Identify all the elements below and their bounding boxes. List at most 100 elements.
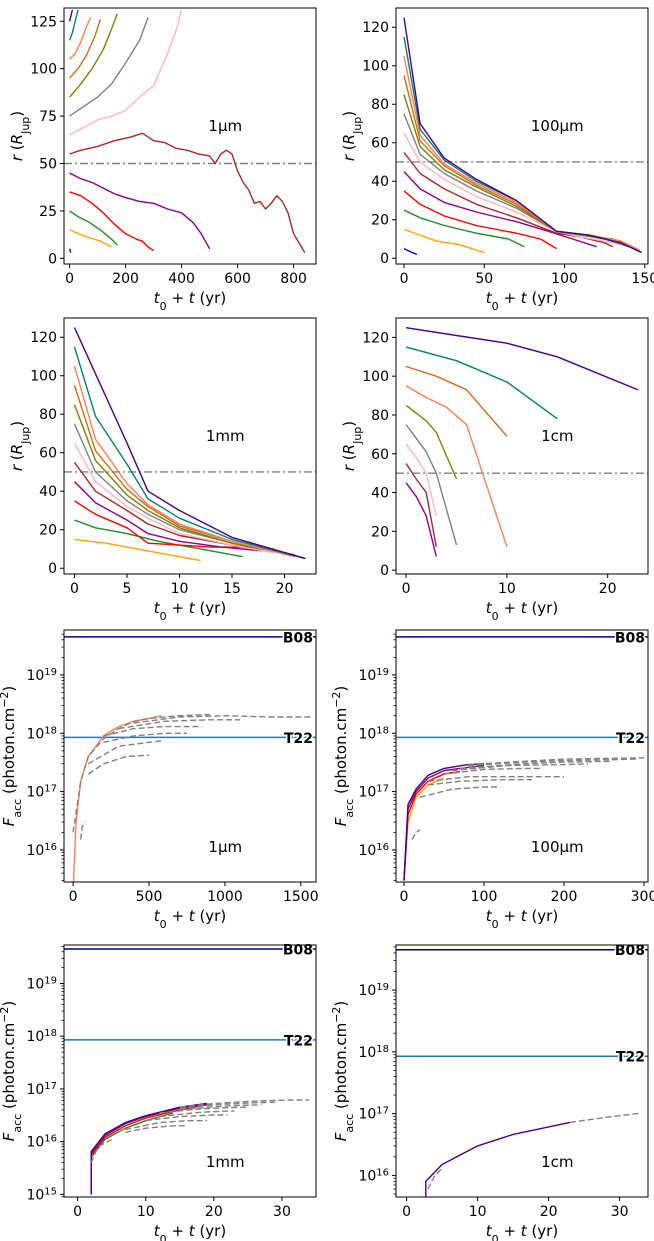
series-line-9 <box>69 19 102 79</box>
y-tick-label: 75 <box>39 109 57 125</box>
axes-frame <box>63 629 317 883</box>
series-line-0 <box>403 777 445 881</box>
grain-size-annotation: 1cm <box>541 427 573 445</box>
grain-size-annotation: 1cm <box>541 1153 573 1171</box>
series-line-10 <box>73 346 306 560</box>
panel-r-1cm: 0 10 20 0 20 40 60 80 100 120 t0 + t (yr) r (RJup) 1… <box>340 317 649 623</box>
x-tick-label: 0 <box>400 889 409 905</box>
axes-frame <box>395 317 649 575</box>
series-line-5 <box>73 442 275 554</box>
y-tick-label: 60 <box>371 447 389 463</box>
x-tick-label: 50 <box>475 271 493 287</box>
series-line-7 <box>403 113 629 248</box>
y-tick-label: 100 <box>362 59 389 75</box>
x-tick-label: 200 <box>112 271 139 287</box>
plot-area <box>396 948 648 1197</box>
series-line-3 <box>403 763 485 881</box>
series-line-9 <box>427 776 564 782</box>
y-tick-label: 120 <box>362 330 389 346</box>
y-axis-label: Facc (photon.cm−2) <box>0 1001 24 1142</box>
series-line-10 <box>427 779 532 786</box>
x-axis-label: t0 + t (yr) <box>154 907 226 931</box>
y-tick-label: 1017 <box>358 1105 389 1123</box>
x-tick-label: 400 <box>168 271 195 287</box>
y-tick-label: 0 <box>380 251 389 267</box>
series-line-0 <box>90 1112 174 1195</box>
plot-area <box>396 636 648 881</box>
x-tick-label: 10 <box>171 581 189 597</box>
ref-label-b08: B08 <box>283 630 313 646</box>
y-tick-label: 40 <box>39 484 57 500</box>
series-line-4 <box>403 171 597 248</box>
series-line-0 <box>405 327 639 391</box>
series-line-1 <box>403 770 461 881</box>
y-tick-label: 1017 <box>26 1080 57 1098</box>
series-line-0 <box>68 248 72 253</box>
panel-f-100um: B08 T22 0 100 200 300 1016 1017 1018 1019 t0 + t (… <box>330 629 654 931</box>
x-tick-label: 0 <box>73 1204 82 1220</box>
series-line-7 <box>73 404 296 556</box>
series-line-5 <box>69 132 306 253</box>
series-line-6 <box>69 9 183 136</box>
series-line-12 <box>411 829 421 840</box>
y-axis-label: r (RJup) <box>340 421 364 471</box>
series-line-7 <box>69 17 149 117</box>
y-tick-label: 20 <box>39 523 57 539</box>
series-line-0 <box>74 538 201 562</box>
series-line-10 <box>403 55 641 252</box>
series-line-4 <box>103 725 203 737</box>
y-tick-label: 1019 <box>358 982 389 1000</box>
x-tick-label: 10 <box>469 1204 487 1220</box>
y-tick-label: 1018 <box>26 1028 57 1046</box>
y-tick-label: 25 <box>39 204 57 220</box>
ref-label-t22: T22 <box>284 1033 313 1049</box>
y-tick-label: 60 <box>39 446 57 462</box>
grain-size-annotation: 1mm <box>206 427 245 445</box>
series-line-1 <box>69 229 112 248</box>
x-tick-label: 300 <box>631 889 654 905</box>
x-axis-label: t0 + t (yr) <box>154 599 226 623</box>
x-tick-label: 1500 <box>283 889 319 905</box>
series-line-5 <box>179 1101 276 1109</box>
series-line-3 <box>69 191 154 252</box>
y-tick-label: 1016 <box>358 841 389 859</box>
panel-r-1mm: 0 5 10 15 20 0 20 40 60 80 100 120 t0 + t (yr) r (RJu… <box>8 317 317 623</box>
y-tick-label: 40 <box>371 174 389 190</box>
y-tick-label: 1016 <box>26 841 57 859</box>
y-tick-label: 120 <box>30 330 57 346</box>
series-line-4 <box>179 1099 310 1108</box>
x-tick-label: 10 <box>137 1204 155 1220</box>
plot-area <box>64 9 316 253</box>
axes-frame <box>395 7 649 265</box>
series-line-8 <box>69 13 118 98</box>
panel-r-100um: 0 50 100 150 0 20 40 60 80 100 120 t0 + t (yr) r (RJ… <box>340 7 654 313</box>
x-tick-label: 0 <box>70 581 79 597</box>
series-line-1 <box>72 713 210 833</box>
series-line-4 <box>405 404 458 480</box>
series-line-12 <box>68 9 74 22</box>
axes-frame <box>395 944 649 1198</box>
y-tick-label: 1019 <box>26 666 57 684</box>
grain-size-annotation: 100μm <box>531 838 584 856</box>
x-tick-label: 20 <box>599 581 617 597</box>
series-line-2 <box>403 209 525 248</box>
axes-frame <box>63 7 317 265</box>
series-line-6 <box>179 1104 262 1111</box>
series-line-5 <box>103 732 187 743</box>
series-line-6 <box>405 443 437 516</box>
ref-label-b08: B08 <box>615 943 645 959</box>
series-line-11 <box>419 786 500 798</box>
series-line-5 <box>405 424 458 546</box>
y-tick-label: 1017 <box>358 783 389 801</box>
plot-area <box>64 636 316 882</box>
series-line-7 <box>451 763 589 772</box>
series-line-12 <box>403 17 642 254</box>
ref-label-t22: T22 <box>284 731 313 747</box>
y-tick-label: 1016 <box>26 1133 57 1151</box>
series-line-8 <box>403 94 638 250</box>
x-axis-label: t0 + t (yr) <box>486 907 558 931</box>
plot-area <box>64 327 316 562</box>
series-line-2 <box>74 500 275 550</box>
series-line-10 <box>125 1120 207 1131</box>
